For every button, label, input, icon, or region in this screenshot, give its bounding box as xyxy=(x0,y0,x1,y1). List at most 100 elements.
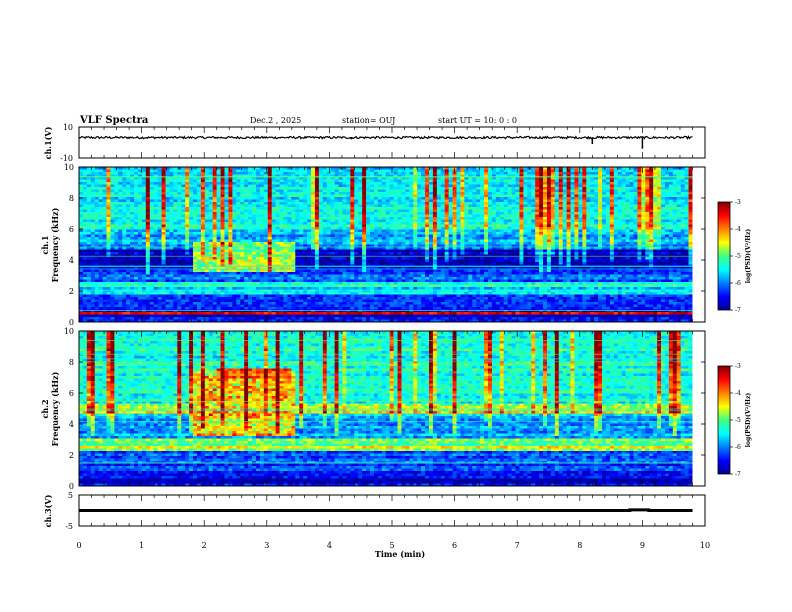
spectrogram-cell xyxy=(322,179,328,183)
spectrogram-cell xyxy=(216,244,221,248)
spectrogram-cell xyxy=(594,169,599,173)
spectrogram-cell xyxy=(98,187,103,190)
spectrogram-cell xyxy=(527,207,532,210)
spectrogram-cell xyxy=(118,194,123,198)
spectrogram-cell xyxy=(94,197,99,200)
spectrogram-cell xyxy=(177,179,182,183)
spectrogram-cell xyxy=(523,169,528,173)
spectrogram-cell xyxy=(322,194,328,198)
spectrogram-cell xyxy=(425,182,430,185)
spectrogram-cell xyxy=(370,224,375,228)
spectrogram-cell xyxy=(519,192,524,195)
spectrogram-cell xyxy=(90,202,96,205)
spectrogram-cell xyxy=(511,192,516,195)
spectrogram-cell xyxy=(421,239,426,243)
spectrogram-cell xyxy=(653,237,658,240)
spectrogram-cell xyxy=(244,204,249,208)
spectrogram-cell xyxy=(491,199,497,203)
spectrogram-cell xyxy=(401,167,406,170)
spectrogram-cell xyxy=(523,177,528,180)
spectrogram-cell xyxy=(668,174,674,178)
spectrogram-cell xyxy=(574,169,579,173)
spectrogram-cell xyxy=(358,234,363,238)
spectrogram-cell xyxy=(354,219,359,223)
spectrogram-cell xyxy=(291,239,296,243)
spectrogram-cell xyxy=(464,187,469,190)
spectrogram-cell xyxy=(574,172,579,175)
spectrogram-cell xyxy=(421,194,426,198)
spectrogram-cell xyxy=(358,212,363,215)
spectrogram-cell xyxy=(645,214,650,218)
spectrogram-cell xyxy=(220,204,225,208)
figure-title: VLF Spectra xyxy=(79,115,149,126)
spectrogram-cell xyxy=(373,212,379,215)
spectrogram-cell xyxy=(672,219,678,223)
spectrogram-cell xyxy=(102,194,107,198)
spectrogram-cell xyxy=(621,239,626,243)
spectrogram-cell xyxy=(621,167,626,170)
spectrogram-cell xyxy=(664,219,670,223)
spectrogram-cell xyxy=(204,182,210,185)
spectrogram-cell xyxy=(169,172,174,175)
spectrogram-cell xyxy=(554,177,560,180)
spectrogram-cell xyxy=(240,192,245,195)
spectrogram-cell xyxy=(173,237,178,240)
spectrogram-cell xyxy=(212,207,217,210)
spectrogram-cell xyxy=(436,184,442,188)
spectrogram-cell xyxy=(354,192,359,195)
spectrogram-cell xyxy=(322,189,328,193)
spectrogram-cell xyxy=(358,214,363,218)
spectrogram-cell xyxy=(370,194,375,198)
spectrogram-cell xyxy=(193,234,198,238)
spectrogram-cell xyxy=(543,194,548,198)
spectrogram-cell xyxy=(244,224,249,228)
spectrogram-cell xyxy=(189,229,194,233)
spectrogram-cell xyxy=(370,219,375,223)
spectrogram-cell xyxy=(370,222,375,225)
spectrogram-cell xyxy=(487,202,493,205)
spectrogram-cell xyxy=(342,184,347,188)
spectrogram-cell xyxy=(590,169,595,173)
spectrogram-cell xyxy=(318,179,324,183)
spectrogram-cell xyxy=(440,172,446,175)
spectrogram-cell xyxy=(303,207,308,210)
spectrogram-cell xyxy=(657,214,662,218)
spectrogram-cell xyxy=(452,172,457,175)
spectrogram-cell xyxy=(295,169,300,173)
spectrogram-cell xyxy=(507,232,512,235)
spectrogram-cell xyxy=(523,224,528,228)
spectrogram-cell xyxy=(240,209,245,213)
spectrogram-cell xyxy=(354,212,359,215)
spectrogram-cell xyxy=(499,234,505,238)
spectrogram-cell xyxy=(185,197,190,200)
spectrogram-cell xyxy=(602,189,607,193)
spectrogram-cell xyxy=(531,204,536,208)
spectrogram-cell xyxy=(668,189,674,193)
spectrogram-cell xyxy=(484,222,489,225)
spectrogram-cell xyxy=(440,209,446,213)
spectrogram-cell xyxy=(468,207,473,210)
spectrogram-cell xyxy=(472,184,477,188)
spectrogram-cell xyxy=(208,182,213,185)
spectrogram-cell xyxy=(204,224,210,228)
spectrogram-cell xyxy=(362,174,367,178)
spectrogram-cell xyxy=(362,177,367,180)
spectrogram-cell xyxy=(153,177,158,180)
spectrogram-cell xyxy=(598,174,603,178)
spectrogram-cell xyxy=(279,182,284,185)
spectrogram-cell xyxy=(161,177,166,180)
spectrogram-cell xyxy=(609,194,615,198)
spectrogram-cell xyxy=(389,214,394,218)
spectrogram-cell xyxy=(664,167,670,170)
spectrogram-cell xyxy=(110,172,115,175)
spectrogram-cell xyxy=(157,229,162,233)
spectrogram-cell xyxy=(609,212,615,215)
spectrogram-cell xyxy=(149,239,155,243)
spectrogram-cell xyxy=(523,227,528,230)
spectrogram-cell xyxy=(637,197,642,200)
spectrogram-cell xyxy=(444,214,449,218)
spectrogram-cell xyxy=(425,239,430,243)
spectrogram-cell xyxy=(287,222,292,225)
spectrogram-cell xyxy=(157,169,162,173)
spectrogram-cell xyxy=(165,172,170,175)
